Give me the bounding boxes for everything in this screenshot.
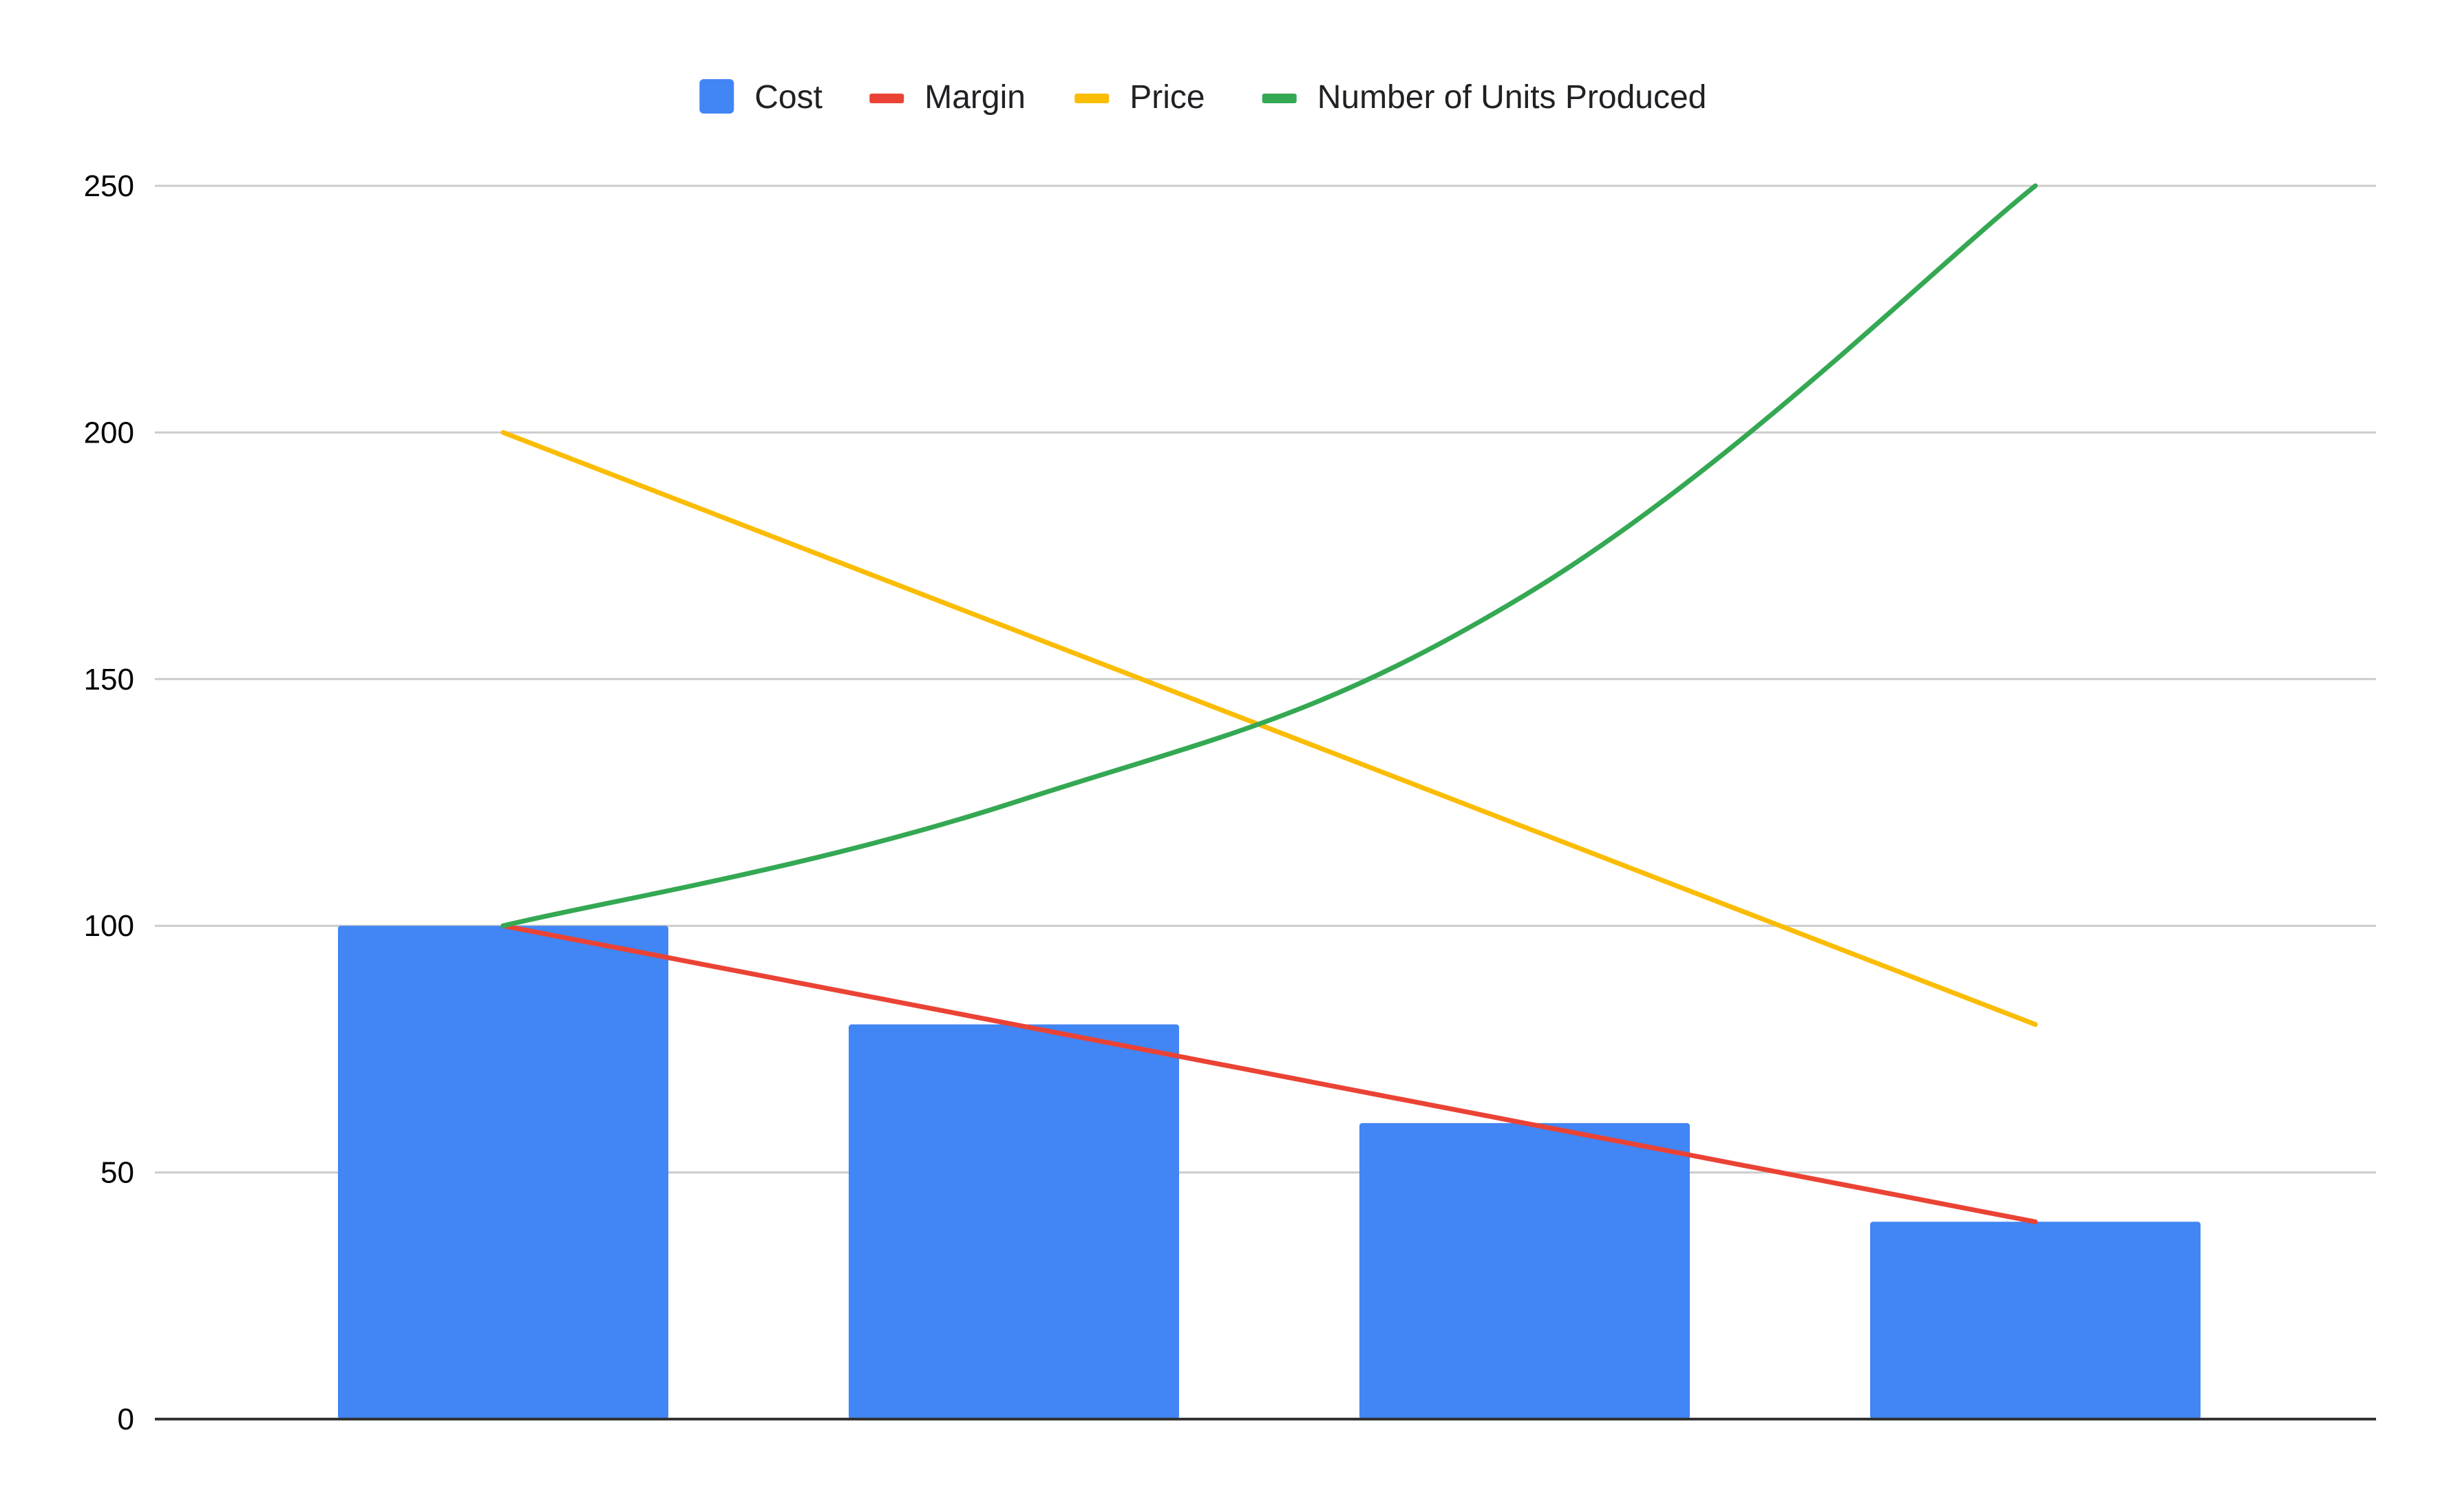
legend-item-margin: Margin xyxy=(869,79,1026,116)
y-tick-label: 150 xyxy=(84,663,134,696)
cost-bar-1 xyxy=(338,926,668,1419)
legend-item-number-of-units-produced: Number of Units Produced xyxy=(1262,79,1707,116)
legend: Cost Margin Price Number of Units Produced xyxy=(699,79,1706,116)
y-axis: 0 50 100 150 200 250 xyxy=(84,169,2376,1436)
legend-label: Price xyxy=(1130,79,1205,116)
margin-line xyxy=(500,923,2038,1224)
y-tick-label: 250 xyxy=(84,169,134,203)
y-tick-label: 50 xyxy=(100,1156,134,1190)
legend-label: Margin xyxy=(924,79,1026,116)
y-tick-label: 0 xyxy=(118,1403,134,1436)
y-tick-label: 200 xyxy=(84,416,134,449)
cost-bar-4 xyxy=(1870,1222,2201,1419)
number-of-units-produced-line xyxy=(500,183,2038,928)
legend-swatch xyxy=(869,94,904,103)
legend-item-price: Price xyxy=(1074,79,1205,116)
legend-label: Cost xyxy=(754,79,823,116)
legend-label: Number of Units Produced xyxy=(1317,79,1707,116)
legend-swatch xyxy=(699,79,734,114)
cost-bar-2 xyxy=(849,1024,1179,1419)
y-tick-label: 100 xyxy=(84,909,134,943)
series-lines xyxy=(500,183,2038,1224)
legend-item-cost: Cost xyxy=(699,79,823,116)
legend-swatch xyxy=(1262,94,1297,103)
price-line xyxy=(500,429,2038,1027)
legend-swatch xyxy=(1074,94,1110,103)
cost-bar-3 xyxy=(1359,1122,1690,1419)
cost-bars xyxy=(338,926,2201,1419)
